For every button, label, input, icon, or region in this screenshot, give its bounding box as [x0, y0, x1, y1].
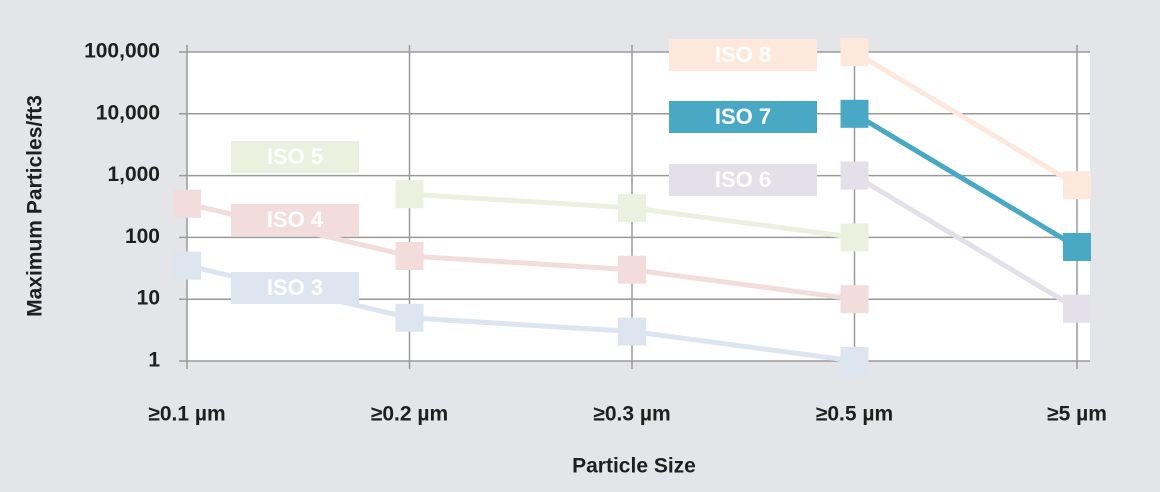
marker	[840, 285, 869, 314]
marker	[840, 223, 869, 252]
x-tick-label: ≥0.2 µm	[371, 403, 448, 426]
marker	[840, 161, 869, 190]
series-label-box	[669, 39, 817, 71]
series-label-box	[231, 141, 359, 173]
x-tick-label: ≥0.1 µm	[148, 403, 225, 426]
series-line	[853, 173, 1079, 311]
marker	[618, 317, 646, 346]
x-tick-label: ≥5 µm	[1047, 403, 1107, 426]
series-label-box	[231, 272, 359, 304]
y-tick-label: 100,000	[84, 40, 160, 63]
y-tick-label: 10,000	[96, 101, 160, 124]
y-axis-title: Maximum Particles/ft3	[24, 95, 47, 317]
marker	[840, 99, 869, 128]
series-label-box	[669, 101, 817, 133]
series-line	[853, 111, 1079, 250]
x-tick-label: ≥0.5 µm	[816, 403, 893, 426]
marker	[395, 303, 424, 332]
series-label-box	[669, 164, 817, 196]
marker	[395, 242, 424, 271]
marker	[395, 180, 424, 209]
marker	[1063, 294, 1091, 323]
series-label: ISO 7	[715, 104, 771, 129]
marker	[618, 193, 646, 222]
series-label: ISO 8	[715, 42, 771, 67]
y-tick-label: 1	[148, 349, 160, 372]
marker	[173, 251, 201, 280]
x-axis-title: Particle Size	[572, 455, 696, 478]
marker	[840, 347, 869, 375]
x-tick-label: ≥0.3 µm	[593, 403, 670, 426]
y-tick-label: 10	[137, 287, 160, 310]
series-label: ISO 5	[267, 144, 323, 169]
series-label: ISO 3	[267, 275, 323, 300]
marker	[1063, 232, 1091, 261]
y-tick-label: 1,000	[107, 163, 160, 186]
marker	[1063, 171, 1091, 200]
series-line	[853, 49, 1079, 188]
marker	[840, 38, 869, 66]
series-label: ISO 6	[715, 167, 771, 192]
series-label-box	[231, 204, 359, 236]
marker	[173, 189, 201, 218]
series-label: ISO 4	[267, 207, 324, 232]
y-tick-label: 100	[125, 225, 160, 248]
marker	[618, 255, 646, 284]
